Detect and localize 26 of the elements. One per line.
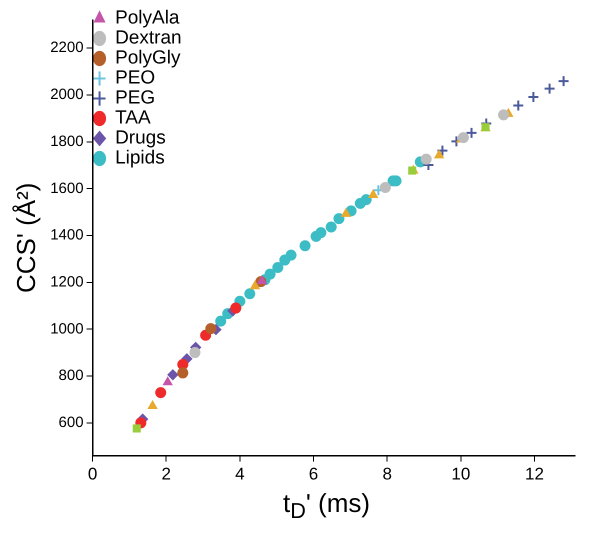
y-tick-label: 1600 (50, 180, 84, 197)
y-tick-label: 2000 (50, 86, 84, 104)
y-axis-title: CCS' (Å²) (10, 182, 41, 294)
legend-label: TAA (115, 108, 151, 129)
legend-label: PEG (115, 88, 156, 109)
legend-label: PolyGly (115, 48, 182, 69)
y-tick-label: 1400 (50, 226, 84, 244)
x-tick-label: 4 (235, 464, 245, 484)
y-tick-label: 600 (58, 414, 84, 431)
y-tick-label: 1200 (50, 273, 84, 290)
legend-label: PEO (115, 68, 156, 89)
x-tick-label: 2 (161, 464, 171, 484)
x-tick-label: 10 (451, 464, 470, 484)
x-tick-label: 12 (525, 464, 544, 484)
y-tick-label: 1000 (50, 320, 84, 338)
legend-label: Drugs (115, 128, 166, 149)
y-tick-label: 800 (58, 367, 84, 384)
x-tick-label: 6 (308, 464, 318, 484)
x-axis-title: t$_{D}$' (ms) (282, 488, 372, 526)
legend-label: Lipids (115, 148, 165, 169)
y-tick-label: 2200 (50, 39, 84, 56)
legend-label: Dextran (115, 28, 182, 49)
y-tick-label: 1800 (50, 132, 84, 150)
x-tick-label: 8 (382, 464, 392, 484)
legend-label: PolyAla (115, 8, 180, 29)
x-tick-label: 0 (88, 464, 98, 484)
